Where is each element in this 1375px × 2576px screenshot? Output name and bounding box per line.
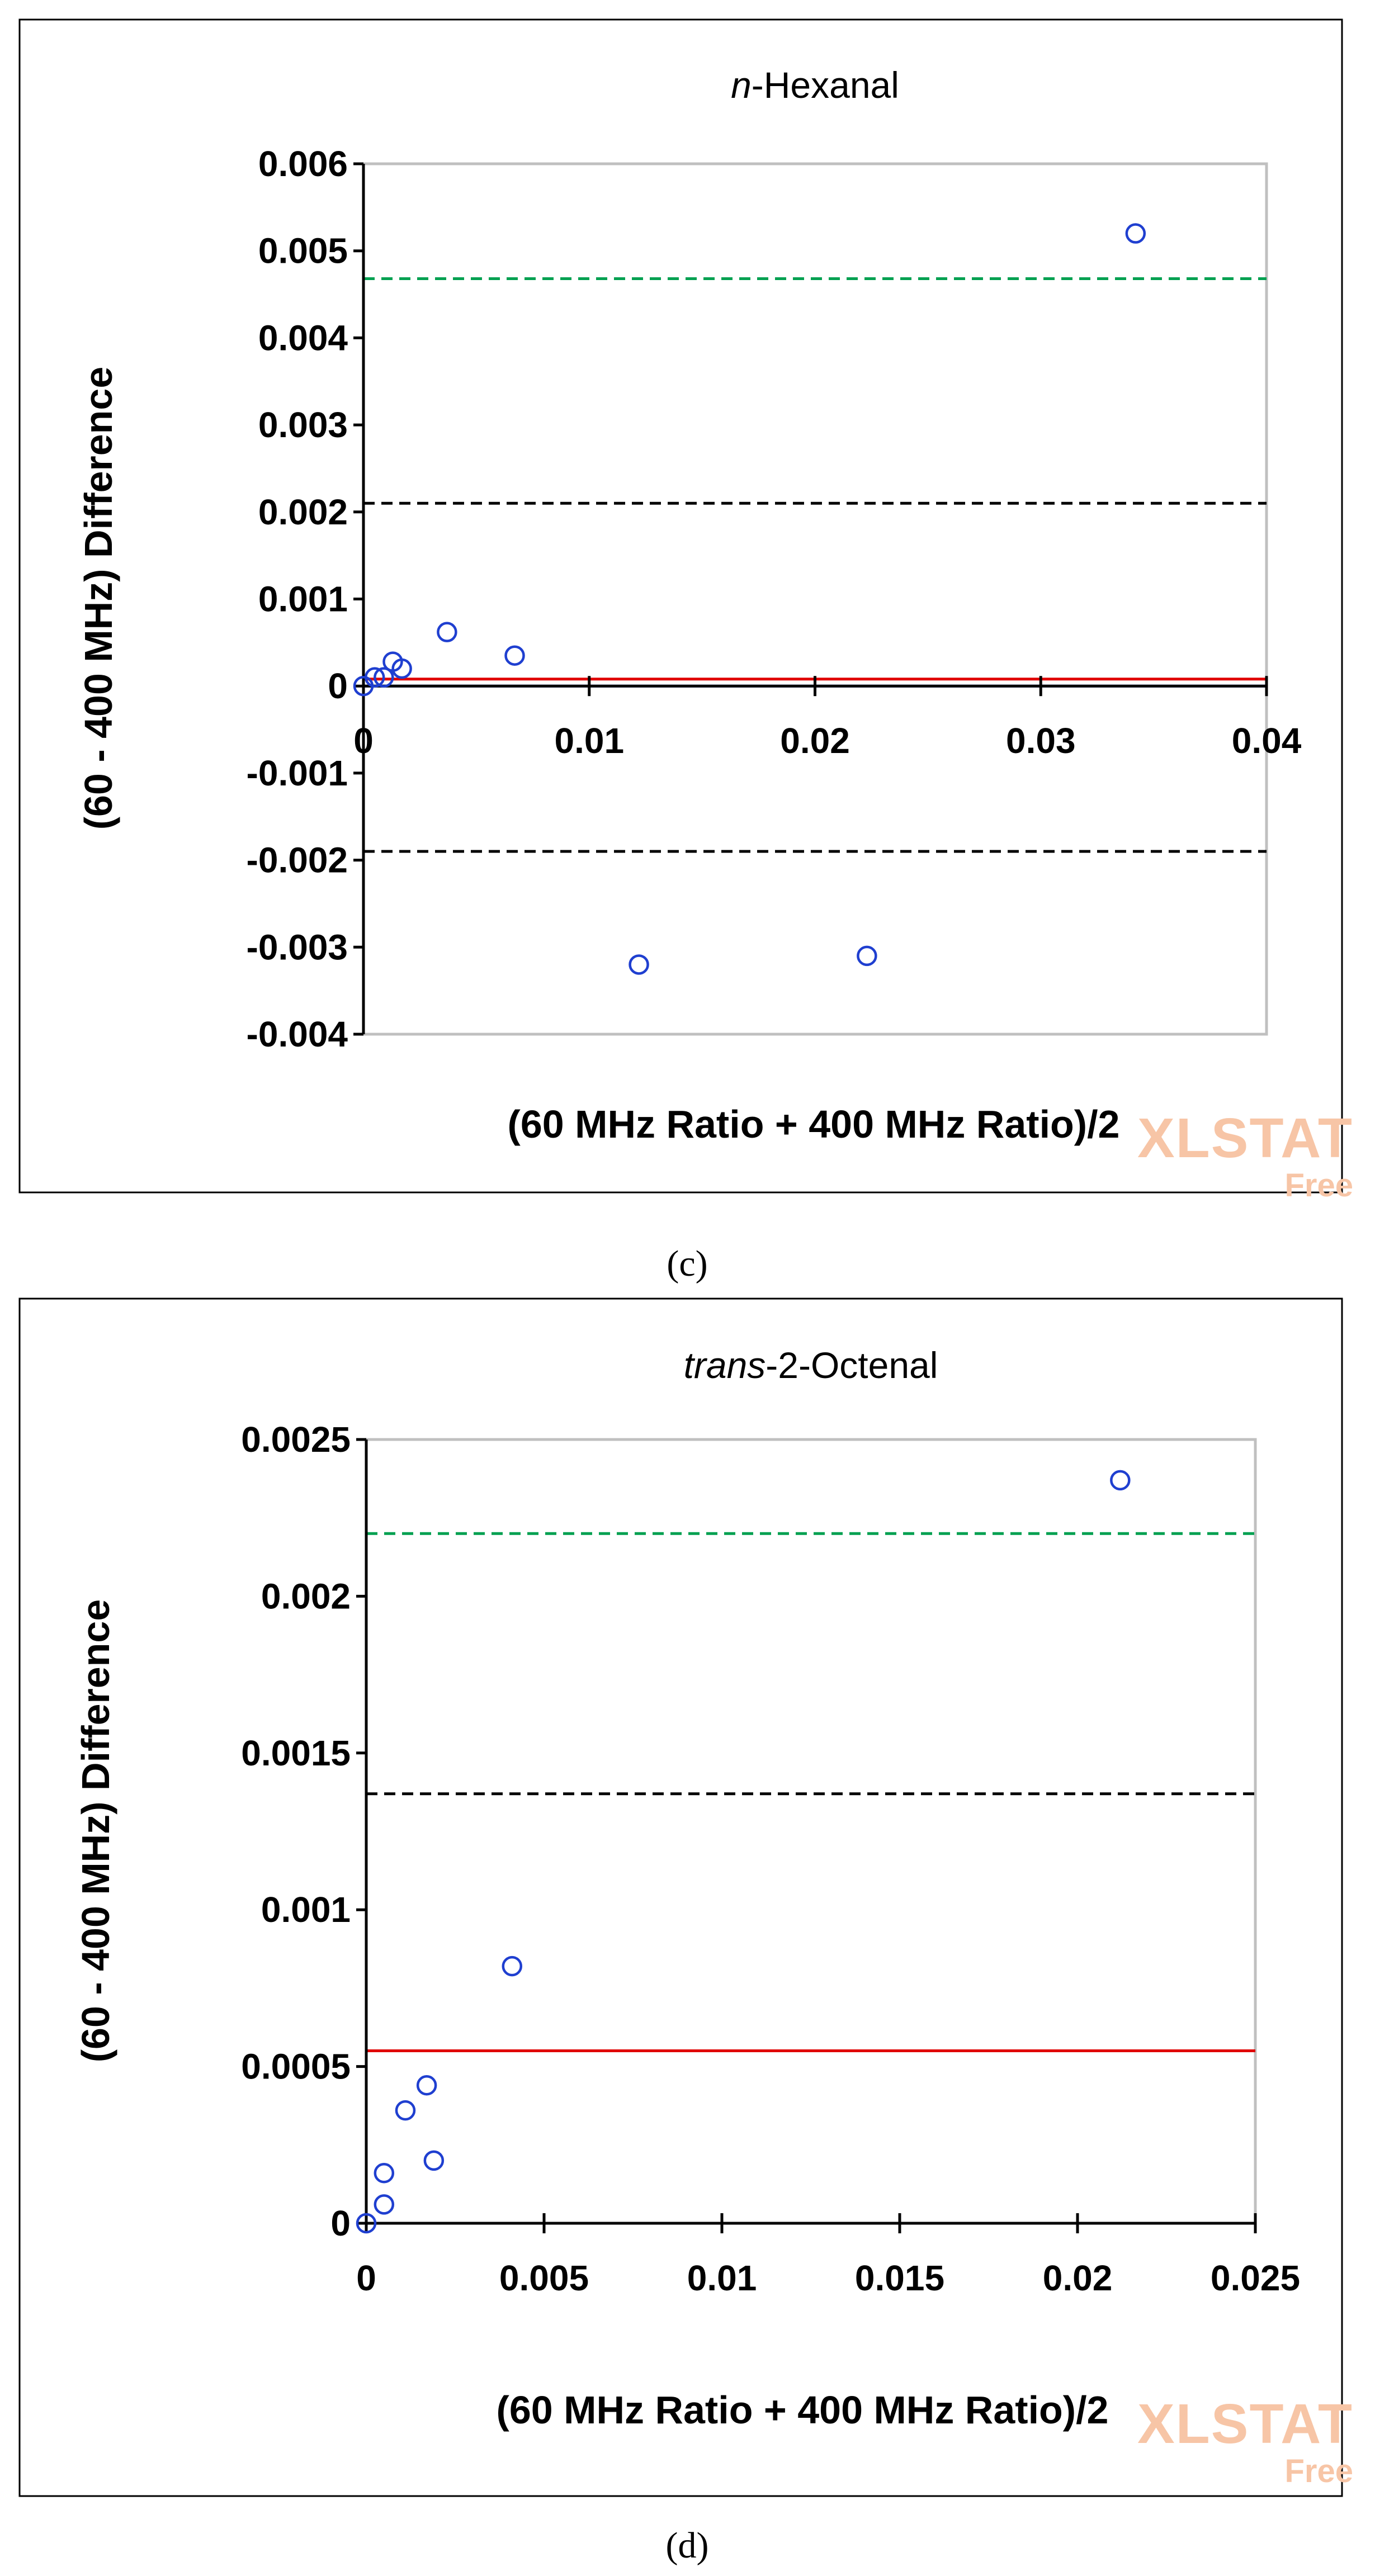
y-tick-label: -0.001 [247, 753, 348, 793]
plot-area-border [365, 1438, 1257, 2225]
data-point [1110, 1470, 1131, 1491]
x-tick-label: 0.005 [499, 2258, 589, 2298]
data-point [629, 954, 649, 975]
x-tick-label: 0 [353, 721, 374, 761]
y-tick-label: 0 [328, 666, 348, 706]
y-tick-label: -0.003 [247, 927, 348, 967]
data-point [423, 2150, 445, 2171]
y-tick-label: 0.002 [258, 492, 348, 532]
data-point [374, 2194, 395, 2215]
chart-title-rest: -Hexanal [752, 64, 899, 106]
data-point [391, 658, 412, 679]
x-tick-label: 0.03 [1006, 721, 1076, 761]
data-point [416, 2075, 437, 2096]
figure-frame [18, 1298, 1343, 2497]
y-tick-label: -0.002 [247, 840, 348, 880]
data-point [374, 667, 394, 688]
x-tick-label: 0.04 [1232, 721, 1302, 761]
x-tick-label: 0.025 [1211, 2258, 1300, 2298]
x-tick-label: 0.02 [780, 721, 850, 761]
y-tick-label: 0.006 [258, 144, 348, 184]
y-axis-label: (60 - 400 MHz) Difference [77, 367, 120, 830]
plot-area-border [362, 162, 1268, 1036]
data-point [364, 667, 385, 688]
figure-caption: (d) [666, 2525, 709, 2566]
x-tick-label: 0 [356, 2258, 376, 2298]
x-axis-label: (60 MHz Ratio + 400 MHz Ratio)/2 [508, 1102, 1120, 1146]
data-point [437, 622, 457, 642]
watermark-edition: Free [1284, 2453, 1353, 2489]
y-tick-label: 0.003 [258, 405, 348, 445]
watermark-brand: XLSTAT [1137, 2393, 1353, 2455]
y-tick-label: 0.0025 [241, 1419, 351, 1460]
y-axis-label: (60 - 400 MHz) Difference [74, 1599, 117, 2063]
chart-title-italic: trans [684, 1344, 766, 1386]
y-tick-label: 0.004 [258, 318, 348, 358]
data-point [1125, 223, 1146, 244]
y-tick-label: 0 [330, 2203, 351, 2243]
chart-title: trans-2-Octenal [684, 1344, 938, 1386]
data-point [504, 645, 525, 666]
x-axis-label: (60 MHz Ratio + 400 MHz Ratio)/2 [497, 2388, 1109, 2432]
data-point [356, 2213, 377, 2234]
watermark-brand: XLSTAT [1137, 1107, 1353, 1169]
data-point [374, 2163, 395, 2184]
x-tick-label: 0.01 [554, 721, 624, 761]
chart-title-rest: -2-Octenal [766, 1344, 938, 1386]
x-tick-label: 0.01 [687, 2258, 757, 2298]
chart-title: n-Hexanal [731, 64, 899, 106]
y-tick-label: 0.005 [258, 231, 348, 271]
x-tick-label: 0.02 [1043, 2258, 1113, 2298]
y-tick-label: 0.0015 [241, 1733, 351, 1773]
data-point [857, 945, 877, 967]
y-tick-label: -0.004 [247, 1014, 348, 1054]
figure-caption: (c) [667, 1243, 707, 1284]
chart-panel-d: trans-2-Octenal 0 0.0005 0.001 0.0015 0.002 0.… [18, 1298, 1353, 2566]
y-tick-label: 0.0005 [241, 2047, 351, 2087]
x-tick-label: 0.015 [855, 2258, 944, 2298]
y-tick-label: 0.001 [261, 1890, 351, 1930]
chart-title-italic: n [731, 64, 752, 106]
figure-frame [18, 18, 1343, 1194]
y-tick-label: 0.001 [258, 579, 348, 619]
y-tick-label: 0.002 [261, 1576, 351, 1616]
chart-panel-c: n-Hexanal-0.004-0.003-0.002-0.00100.0010… [18, 18, 1353, 1284]
watermark-edition: Free [1284, 1167, 1353, 1204]
data-point [395, 2100, 416, 2121]
data-point [502, 1955, 523, 1977]
